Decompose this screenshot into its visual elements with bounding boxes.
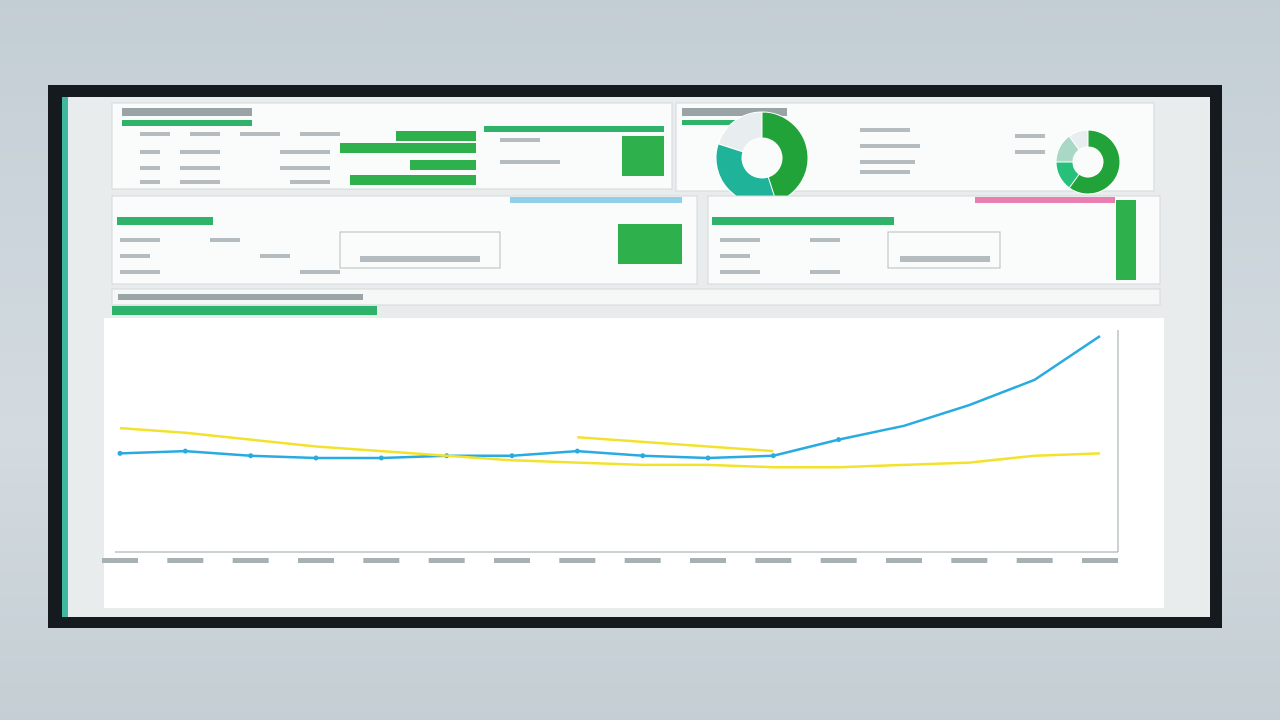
point [574,448,580,454]
x-tick-label-placeholder [886,558,922,563]
donut-segment [717,111,763,153]
x-tick-label-placeholder [690,558,726,563]
point [182,448,188,454]
x-tick-label-placeholder [1082,558,1118,563]
screen-edge [62,97,68,617]
x-tick-label-placeholder [363,558,400,563]
point [705,455,711,461]
point [509,453,515,459]
line-series [119,335,1101,460]
panel-mid-left [111,195,698,285]
x-tick-label-placeholder [167,558,204,563]
point [313,455,319,461]
line-series [119,426,1101,469]
x-tick-label-placeholder [820,558,857,563]
x-tick-label-placeholder [102,558,138,563]
point [248,453,254,459]
x-tick-label-placeholder [494,558,530,563]
panel-top-left [111,102,673,190]
x-tick-label-placeholder [1016,558,1053,563]
donut-segment [1068,129,1089,151]
line-series [577,436,774,453]
point [836,437,842,443]
point [640,453,646,459]
x-tick-label-placeholder [755,558,792,563]
panel-top-right [675,102,1155,205]
x-tick-label-placeholder [298,558,334,563]
x-tick-label-placeholder [624,558,661,563]
x-tick-label-placeholder [951,558,988,563]
point [378,455,384,461]
x-tick-label-placeholder [428,558,465,563]
panel-line-chart [102,288,1164,608]
x-tick-label-placeholder [232,558,269,563]
donut-chart [1055,129,1121,195]
point [117,450,123,456]
donut-segment [1068,129,1121,195]
panel-mid-right [707,195,1161,285]
point [770,453,776,459]
x-tick-label-placeholder [559,558,596,563]
